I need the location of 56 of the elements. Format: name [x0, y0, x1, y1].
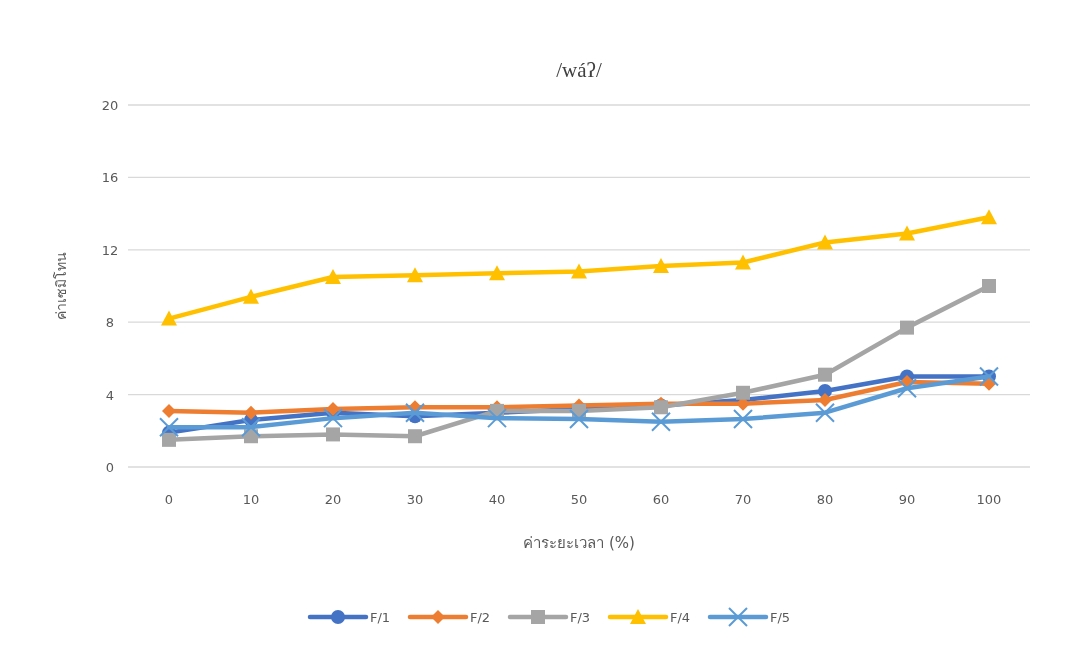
legend-label: F/1: [370, 610, 391, 625]
point: [243, 288, 259, 304]
x-tick-label: 40: [488, 492, 506, 507]
point: [405, 402, 425, 423]
point: [162, 432, 176, 447]
x-tick-label: 70: [734, 492, 752, 507]
y-axis-title: ค่าเซมิโทน: [53, 252, 69, 320]
point: [487, 408, 507, 429]
x-tick-label: 30: [406, 492, 424, 507]
point: [653, 258, 669, 274]
point: [736, 385, 750, 400]
point: [159, 417, 179, 438]
point: [735, 254, 751, 270]
y-tick-label: 8: [105, 315, 115, 331]
point: [407, 267, 423, 283]
x-tick-label: 50: [570, 492, 588, 507]
point: [408, 429, 422, 444]
chart-title: /wáʔ/: [556, 58, 602, 82]
point: [325, 268, 341, 284]
x-tick-label: 10: [242, 492, 260, 507]
x-tick-label: 20: [324, 492, 342, 507]
x-tick-label: 0: [164, 492, 174, 507]
point: [244, 405, 258, 420]
point: [815, 402, 835, 423]
legend-label: F/3: [570, 610, 591, 625]
point: [817, 234, 833, 250]
point: [900, 320, 914, 335]
x-tick-label: 100: [976, 492, 1002, 507]
legend-label: F/2: [470, 610, 491, 625]
point: [818, 393, 832, 408]
y-tick-label: 20: [101, 98, 119, 113]
point: [326, 427, 340, 442]
point: [161, 310, 177, 326]
point: [241, 417, 261, 438]
point: [651, 411, 671, 432]
y-tick-label: 0: [105, 460, 115, 475]
point: [982, 279, 996, 293]
x-axis-title: ค่าระยะเวลา (%): [523, 534, 635, 552]
point: [162, 403, 176, 418]
point: [981, 209, 997, 225]
point: [818, 367, 832, 382]
point: [899, 225, 915, 241]
point: [323, 408, 343, 429]
point: [489, 265, 505, 281]
x-tick-label: 80: [816, 492, 834, 507]
y-tick-label: 16: [101, 170, 119, 186]
point: [569, 409, 589, 430]
legend-label: F/4: [670, 610, 691, 625]
point: [897, 378, 917, 399]
point: [733, 409, 753, 430]
x-tick-label: 90: [898, 492, 916, 507]
y-tick-label: 12: [101, 242, 119, 258]
legend-label: F/5: [770, 610, 791, 625]
point: [571, 263, 587, 279]
x-tick-label: 60: [652, 492, 670, 507]
y-tick-label: 4: [105, 387, 115, 403]
